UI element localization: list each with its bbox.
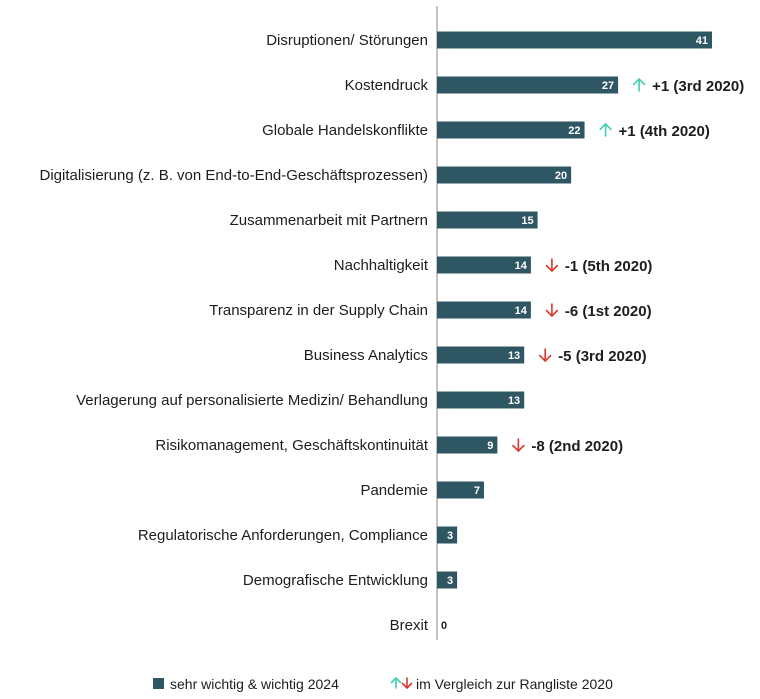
legend-arrow-label: im Vergleich zur Rangliste 2020	[416, 676, 613, 692]
rank-change-label: -8 (2nd 2020)	[531, 438, 623, 455]
rank-down-arrow-icon	[545, 303, 559, 317]
category-label: Disruptionen/ Störungen	[266, 32, 428, 49]
category-label: Brexit	[390, 617, 429, 634]
bar-value-label: 0	[441, 620, 447, 632]
rank-down-arrow-icon	[512, 438, 525, 452]
bar-value-label: 3	[447, 575, 453, 587]
changes-layer: +1 (3rd 2020) +1 (4th 2020) -1 (5th 2020) -…	[512, 78, 744, 455]
bar	[437, 166, 572, 184]
bar-value-label: 14	[515, 260, 528, 272]
bar	[437, 256, 531, 274]
category-label: Transparenz in der Supply Chain	[209, 302, 428, 319]
bar	[437, 31, 712, 49]
category-label: Verlagerung auf personalisierte Medizin/…	[76, 392, 428, 409]
category-label: Kostendruck	[345, 77, 429, 94]
rank-down-arrow-icon	[545, 258, 559, 272]
legend-up-arrow-icon	[390, 677, 402, 689]
category-label: Business Analytics	[304, 347, 428, 364]
bar	[437, 346, 525, 364]
legend-down-arrow-icon	[401, 677, 413, 689]
bar-value-label: 41	[696, 35, 708, 47]
bar-value-label: 9	[487, 440, 493, 452]
bars-layer	[437, 31, 712, 589]
bar-value-label: 14	[515, 305, 528, 317]
up-arrow-icon	[390, 677, 402, 689]
category-label: Regulatorische Anforderungen, Compliance	[138, 527, 428, 544]
bar-value-label: 7	[474, 485, 480, 497]
bar-value-label: 13	[508, 395, 520, 407]
category-label: Digitalisierung (z. B. von End-to-End-Ge…	[39, 167, 428, 184]
bar-value-label: 27	[602, 80, 614, 92]
bar	[437, 571, 458, 589]
rank-change-label: -1 (5th 2020)	[565, 258, 653, 275]
rank-up-arrow-icon	[632, 78, 646, 92]
category-label: Globale Handelskonflikte	[262, 122, 428, 139]
bar	[437, 121, 585, 139]
bar-value-label: 3	[447, 530, 453, 542]
category-label: Nachhaltigkeit	[334, 257, 429, 274]
bar-value-label: 20	[555, 170, 567, 182]
labels-layer: Disruptionen/ Störungen 41 Kostendruck 27 Gl…	[39, 32, 708, 634]
rank-change-label: +1 (3rd 2020)	[652, 78, 744, 95]
legend-swatch	[153, 678, 164, 689]
bar	[437, 76, 619, 94]
down-arrow-icon	[401, 677, 413, 689]
rank-down-arrow-icon	[538, 348, 552, 362]
bar-value-label: 22	[568, 125, 580, 137]
bar-value-label: 15	[521, 215, 533, 227]
category-label: Risikomanagement, Geschäftskontinuität	[155, 437, 428, 454]
bar	[437, 391, 525, 409]
category-label: Pandemie	[360, 482, 428, 499]
rank-change-label: +1 (4th 2020)	[619, 123, 710, 140]
bar	[437, 481, 484, 499]
bar	[437, 211, 538, 229]
rank-up-arrow-icon	[599, 123, 612, 137]
rank-change-label: -6 (1st 2020)	[565, 303, 652, 320]
bar-value-label: 13	[508, 350, 520, 362]
bar	[437, 301, 531, 319]
category-label: Demografische Entwicklung	[243, 572, 428, 589]
legend-bar-label: sehr wichtig & wichtig 2024	[170, 676, 339, 692]
bar	[437, 436, 498, 454]
bar	[437, 526, 458, 544]
rank-change-label: -5 (3rd 2020)	[558, 348, 646, 365]
legend: sehr wichtig & wichtig 2024 im Vergleich…	[153, 676, 613, 692]
category-label: Zusammenarbeit mit Partnern	[230, 212, 428, 229]
